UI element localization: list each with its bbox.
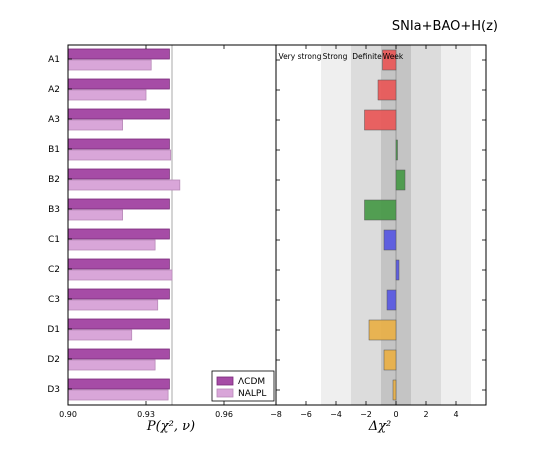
right-zones [321, 45, 471, 405]
bar-lcdm-c3 [67, 288, 170, 300]
category-label-c3: C3 [48, 295, 60, 305]
legend-label-1: NALPL [238, 389, 266, 399]
zone-label-2: Definite [352, 52, 382, 61]
category-label-c1: C1 [48, 235, 60, 245]
right-xtick-label: 4 [453, 410, 458, 419]
delta-bar-c2 [395, 259, 400, 281]
right-axes: Very strong Strong Definite Week −8 −6 −4 −2 0 2 4 [270, 44, 487, 419]
bar-nalpl-a3 [67, 119, 123, 131]
right-xtick-label: −4 [330, 410, 342, 419]
category-label-d3: D3 [47, 385, 60, 395]
right-frame [275, 44, 487, 406]
bar-nalpl-b1 [67, 149, 172, 161]
bar-lcdm-a1 [67, 48, 170, 60]
bar-lcdm-c2 [67, 258, 170, 270]
right-xtick-label: 2 [423, 410, 428, 419]
legend-swatch-1 [216, 388, 234, 398]
right-xtick-label: 0 [393, 410, 398, 419]
bar-lcdm-d2 [67, 348, 170, 360]
delta-bar-d3 [392, 379, 397, 401]
delta-bar-a1 [382, 49, 397, 71]
category-label-b1: B1 [48, 145, 60, 155]
category-label-a2: A2 [48, 85, 60, 95]
legend: ΛCDM NALPL [211, 370, 275, 402]
delta-bar-d2 [383, 349, 397, 371]
bar-nalpl-a2 [67, 89, 147, 101]
delta-bar-a3 [364, 109, 397, 131]
left-xtick-label: 0.90 [59, 410, 77, 419]
zone-label-1: Strong [323, 52, 348, 61]
category-label-a1: A1 [48, 55, 60, 65]
zone-label-0: Very strong [279, 52, 322, 61]
zone-label-3: Week [383, 52, 404, 61]
bar-lcdm-b3 [67, 198, 170, 210]
delta-bar-b1 [395, 139, 398, 161]
category-label-d2: D2 [47, 355, 60, 365]
delta-bar-b3 [364, 199, 397, 221]
bar-nalpl-d1 [67, 329, 133, 341]
bar-nalpl-c3 [67, 299, 159, 311]
bar-nalpl-b2 [67, 179, 181, 191]
right-xtick-label: −6 [300, 410, 312, 419]
delta-bar-a2 [377, 79, 397, 101]
left-xtick-label: 0.93 [137, 410, 155, 419]
category-label-b2: B2 [48, 175, 60, 185]
legend-label-0: ΛCDM [238, 377, 265, 387]
left-xtick-label: 0.96 [215, 410, 233, 419]
category-label-d1: D1 [47, 325, 60, 335]
bar-nalpl-c1 [67, 239, 156, 251]
bar-lcdm-c1 [67, 228, 170, 240]
left-xlabel: P(χ², ν) [146, 419, 195, 434]
bar-nalpl-b3 [67, 209, 123, 221]
delta-bar-d1 [368, 319, 397, 341]
bar-lcdm-a2 [67, 78, 170, 90]
delta-bar-c1 [383, 229, 397, 251]
category-label-b3: B3 [48, 205, 60, 215]
right-bars [364, 49, 406, 401]
category-label-c2: C2 [48, 265, 60, 275]
bar-lcdm-b1 [67, 138, 170, 150]
bar-nalpl-a1 [67, 59, 152, 71]
bar-lcdm-d3 [67, 378, 170, 390]
bar-nalpl-d3 [67, 389, 169, 401]
bar-lcdm-a3 [67, 108, 170, 120]
delta-bar-b2 [395, 169, 406, 191]
delta-bar-c3 [386, 289, 397, 311]
right-xtick-label: −2 [360, 410, 372, 419]
bar-lcdm-b2 [67, 168, 170, 180]
bar-nalpl-c2 [67, 269, 173, 281]
legend-swatch-0 [216, 376, 234, 386]
bar-nalpl-d2 [67, 359, 156, 371]
right-xtick-label: −8 [270, 410, 282, 419]
left-bars [67, 48, 181, 401]
chart-title: SNIa+BAO+H(z) [392, 19, 498, 34]
category-label-a3: A3 [48, 115, 60, 125]
right-xlabel: Δχ² [368, 419, 391, 434]
bar-lcdm-d1 [67, 318, 170, 330]
